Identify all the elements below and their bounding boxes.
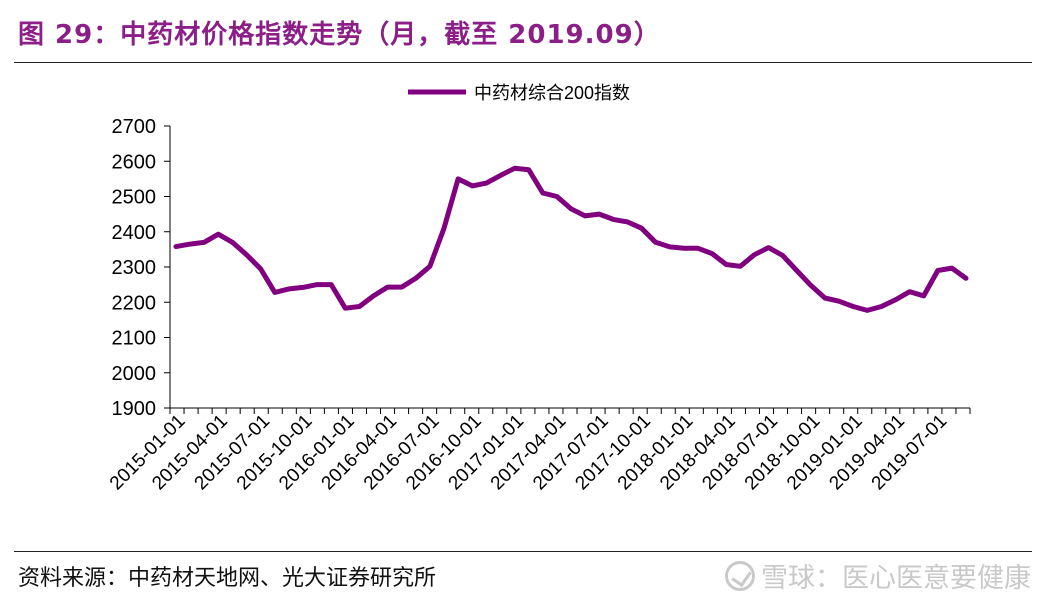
- source-divider: [14, 551, 1032, 552]
- x-tick-labels: 2015-01-012015-04-012015-07-012015-10-01…: [106, 411, 951, 495]
- y-tick-label: 2600: [112, 151, 157, 173]
- axes: [164, 125, 971, 414]
- source-note: 资料来源：中药材天地网、光大证券研究所: [18, 566, 437, 591]
- watermark: 雪球：医心医意要健康: [725, 556, 1031, 595]
- watermark-text: 雪球：医心医意要健康: [761, 563, 1031, 594]
- snowball-logo-icon: [725, 560, 755, 591]
- y-tick-label: 2300: [112, 257, 157, 279]
- title-divider: [14, 62, 1032, 63]
- y-tick-label: 2000: [112, 363, 157, 385]
- y-tick-label: 1900: [112, 398, 157, 420]
- y-tick-label: 2700: [112, 116, 157, 138]
- series-layer: [173, 165, 969, 313]
- series-line: [173, 165, 969, 313]
- legend: 中药材综合200指数: [408, 83, 630, 103]
- y-tick-label: 2500: [112, 187, 157, 209]
- y-tick-label: 2400: [112, 222, 157, 244]
- figure-title: 图 29：中药材价格指数走势（月，截至 2019.09）: [18, 20, 661, 50]
- y-tick-labels: 1900 2000 2100 2200 2300 2400 2500 2600 2700: [112, 116, 157, 420]
- legend-label: 中药材综合200指数: [474, 83, 630, 103]
- y-tick-label: 2100: [112, 328, 157, 350]
- y-tick-label: 2200: [112, 292, 157, 314]
